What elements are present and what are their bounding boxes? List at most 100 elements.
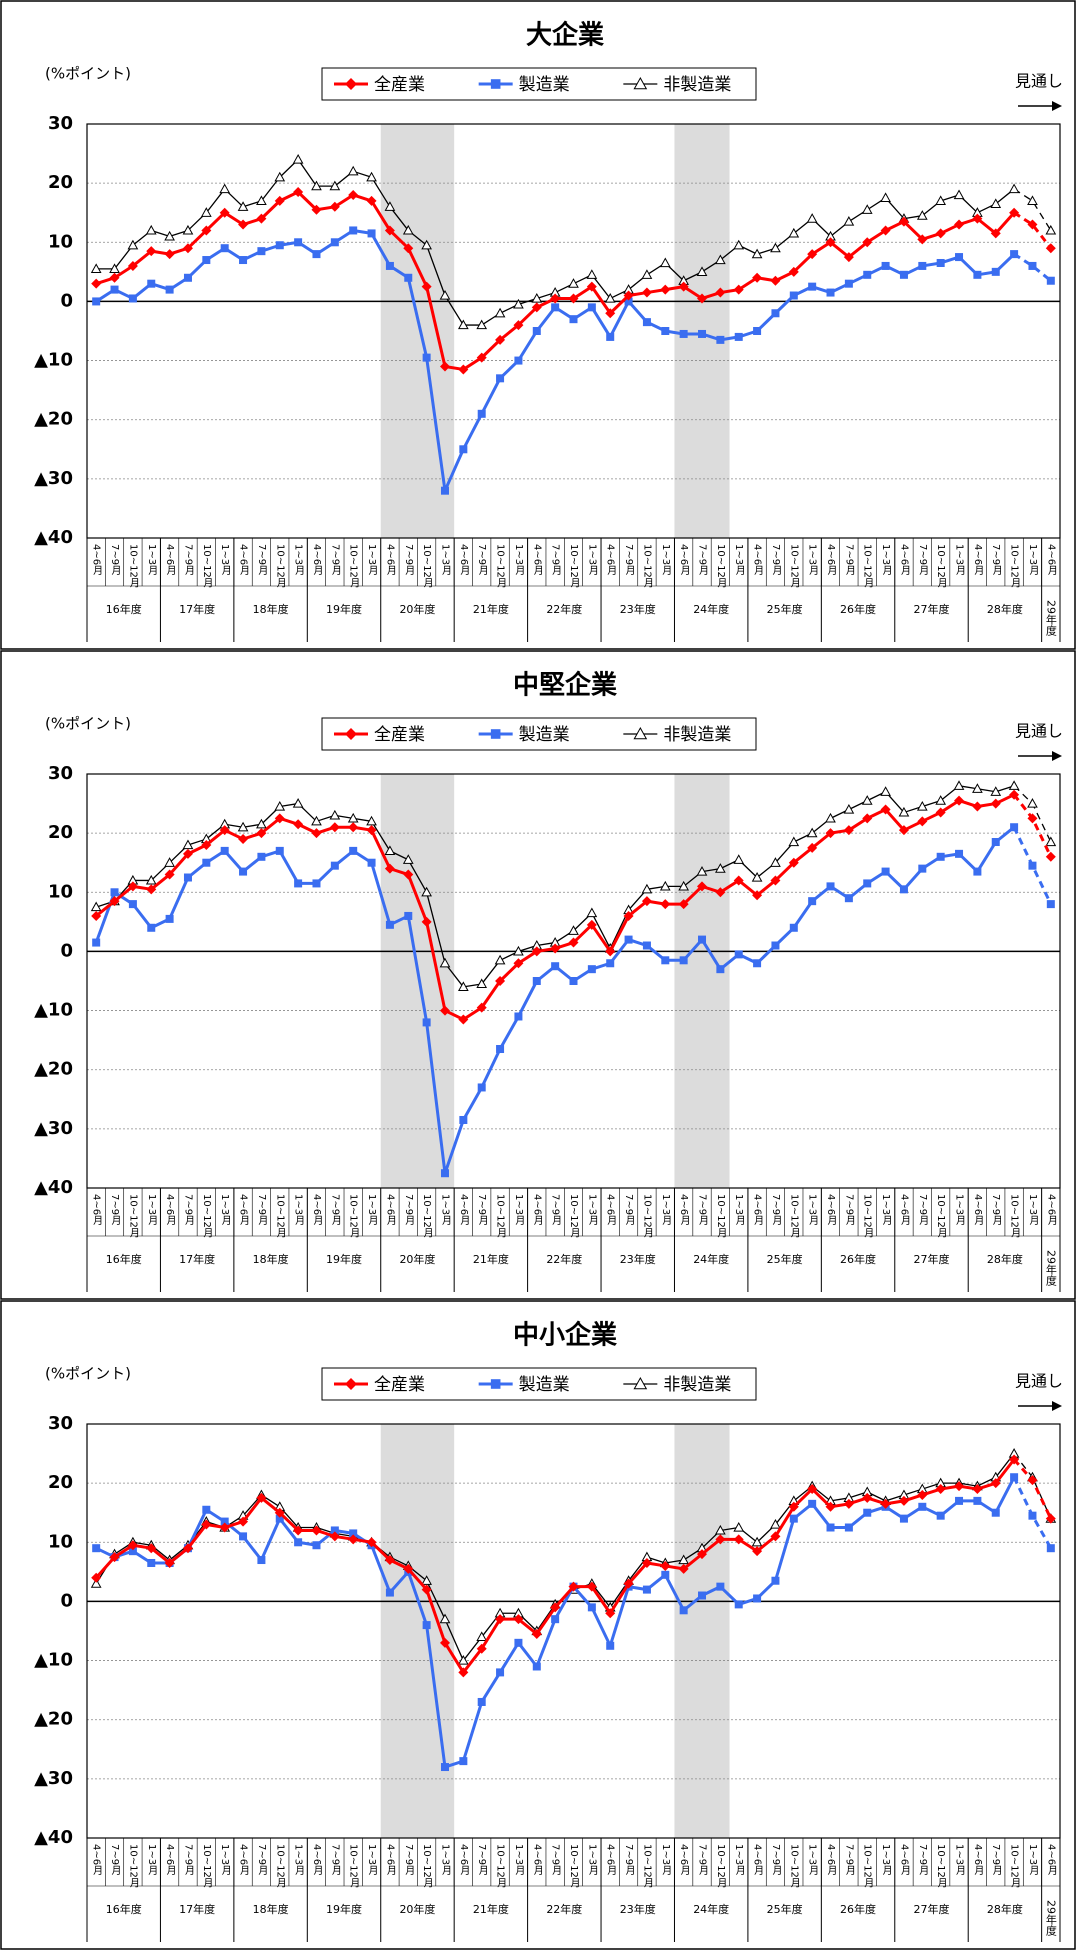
diamond-marker — [733, 1534, 744, 1545]
triangle-marker — [421, 1575, 432, 1585]
square-marker — [459, 445, 468, 454]
x-tick-label: 7~9月 — [403, 544, 415, 576]
x-tick-label: 4~6月 — [898, 1844, 910, 1876]
diamond-marker — [384, 1555, 395, 1566]
x-group-label: 26年度 — [840, 1252, 876, 1266]
square-marker — [422, 353, 431, 362]
square-marker — [918, 261, 927, 270]
square-marker — [477, 1697, 486, 1706]
diamond-marker — [990, 1478, 1001, 1489]
y-tick-label: ▲10 — [34, 350, 73, 371]
x-tick-label: 4~6月 — [311, 544, 323, 576]
square-marker — [899, 1514, 908, 1523]
x-group-label: 22年度 — [546, 1902, 582, 1916]
x-tick-label: 4~6月 — [91, 544, 103, 576]
square-marker — [128, 900, 137, 909]
diamond-marker — [862, 237, 873, 248]
square-marker — [385, 920, 394, 929]
annotation: 見通し — [1015, 722, 1063, 741]
square-marker — [642, 941, 651, 950]
x-group-label: 19年度 — [326, 1252, 362, 1266]
diamond-marker — [513, 320, 524, 331]
x-tick-label: 4~6月 — [91, 1844, 103, 1876]
diamond-marker — [495, 334, 506, 345]
diamond-marker — [127, 260, 138, 271]
x-tick-label: 10~12月 — [788, 1194, 800, 1239]
x-group-label: 26年度 — [840, 1902, 876, 1916]
diamond-marker — [219, 1522, 230, 1533]
diamond-marker — [403, 869, 414, 880]
diamond-marker — [201, 1519, 212, 1530]
square-marker — [679, 956, 688, 965]
x-tick-label: 10~12月 — [274, 1844, 286, 1889]
x-tick-label: 10~12月 — [788, 1844, 800, 1889]
x-group-label: 28年度 — [987, 1252, 1023, 1266]
diamond-marker — [531, 1628, 542, 1639]
diamond-marker — [366, 825, 377, 836]
triangle-marker — [733, 239, 745, 250]
x-group-label: 17年度 — [179, 602, 215, 616]
series-line — [95, 793, 1015, 1021]
diamond-marker — [256, 213, 267, 224]
x-tick-label: 7~9月 — [917, 1194, 929, 1226]
square-marker — [789, 923, 798, 932]
square-marker — [147, 1558, 156, 1567]
x-tick-label: 4~6月 — [605, 1194, 617, 1226]
x-tick-label: 10~12月 — [495, 1194, 507, 1239]
x-tick-label: 4~6月 — [384, 1194, 396, 1226]
x-tick-label: 4~6月 — [1045, 1844, 1057, 1876]
square-marker — [294, 879, 303, 888]
diamond-marker — [678, 1563, 689, 1574]
y-tick-label: 10 — [48, 1531, 73, 1552]
diamond-marker — [660, 1560, 671, 1571]
triangle-marker — [457, 1655, 469, 1665]
square-marker — [716, 965, 725, 974]
forecast-line — [1013, 252, 1052, 282]
square-marker — [569, 977, 578, 985]
diamond-marker — [439, 361, 450, 372]
square-marker — [312, 1541, 321, 1550]
square-marker — [881, 261, 890, 270]
annotation-arrowhead — [1052, 1401, 1062, 1411]
square-marker — [734, 332, 743, 341]
triangle-marker — [633, 1376, 648, 1390]
triangle-marker — [329, 809, 341, 820]
y-tick-label: ▲40 — [34, 527, 73, 548]
x-group-label: 19年度 — [326, 602, 362, 616]
triangle-marker — [568, 278, 579, 288]
diamond-marker — [311, 204, 322, 215]
plot-frame — [86, 1423, 1061, 1839]
triangle-marker — [633, 76, 648, 90]
diamond-marker — [880, 1498, 891, 1509]
square-marker — [863, 879, 872, 888]
x-tick-label: 7~9月 — [550, 1844, 562, 1876]
triangle-marker — [1045, 836, 1057, 847]
x-tick-label: 1~3月 — [219, 1194, 231, 1226]
x-tick-label: 7~9月 — [623, 544, 635, 576]
triangle-marker — [659, 257, 671, 268]
triangle-marker — [402, 224, 414, 235]
diamond-marker — [807, 1484, 818, 1495]
square-marker — [275, 846, 284, 855]
triangle-marker — [825, 812, 836, 823]
x-group-label: 28年度 — [987, 602, 1023, 616]
square-marker — [753, 1594, 762, 1603]
triangle-marker — [972, 783, 983, 793]
annotation: 見通し — [1015, 1372, 1063, 1391]
x-tick-label: 4~6月 — [1045, 1194, 1057, 1226]
x-tick-label: 10~12月 — [788, 544, 800, 589]
square-marker — [808, 282, 817, 291]
square-marker — [330, 861, 339, 870]
x-tick-label: 1~3月 — [880, 1844, 892, 1876]
diamond-marker — [641, 896, 652, 907]
chart-title: 中堅企業 — [513, 670, 617, 701]
square-marker — [128, 294, 137, 303]
diamond-marker — [146, 246, 157, 257]
legend-label: 製造業 — [519, 75, 570, 95]
triangle-marker — [935, 195, 947, 205]
y-tick-label: 0 — [60, 290, 73, 311]
square-marker — [490, 79, 501, 89]
x-tick-label: 1~3月 — [439, 1844, 451, 1876]
square-marker — [92, 938, 101, 947]
x-tick-label: 1~3月 — [366, 1194, 378, 1226]
